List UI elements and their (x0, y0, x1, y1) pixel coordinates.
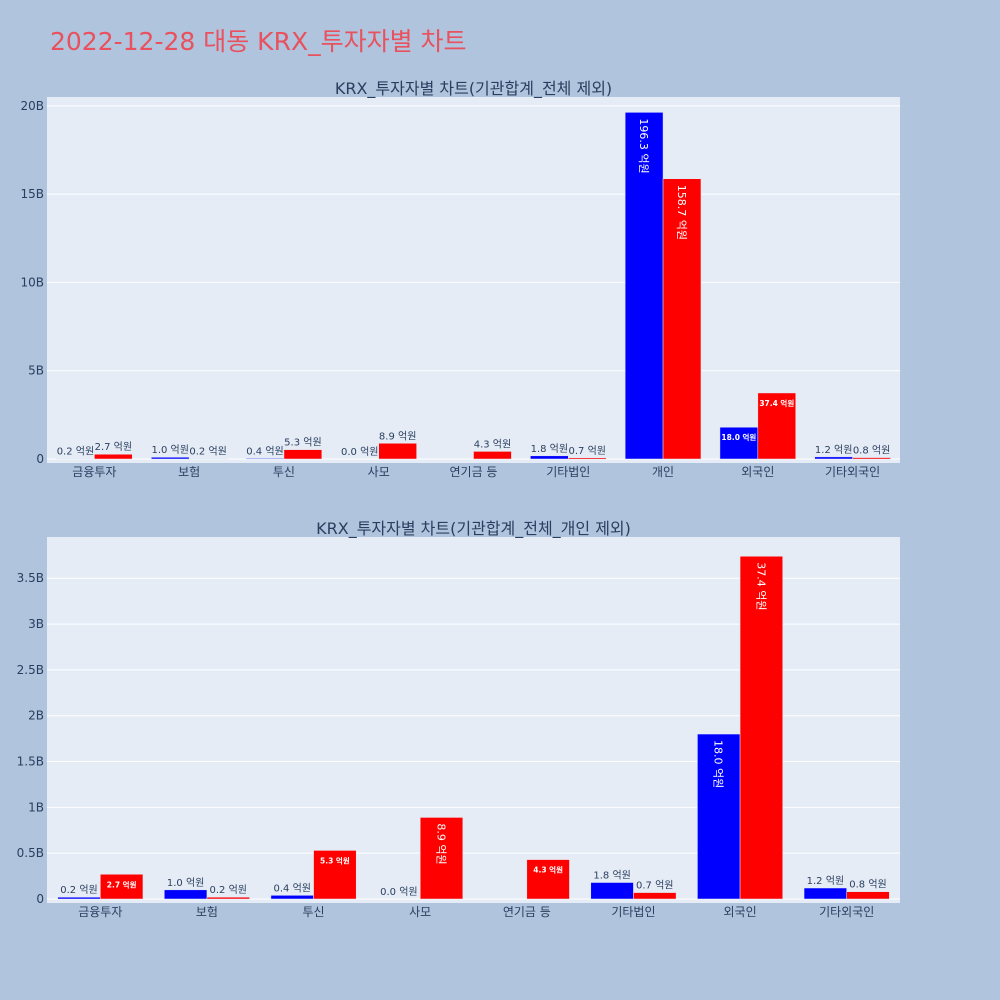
x-tick-label: 사모 (409, 905, 431, 919)
bar-value-label: 0.0 억원 (380, 886, 417, 898)
bar-value-label: 0.2 억원 (189, 446, 226, 458)
bar-sell (378, 443, 417, 460)
y-tick-label: 2B (28, 709, 44, 723)
chart-title: KRX_투자자별 차트(기관합계_전체_개인 제외) (316, 519, 631, 539)
bar-sell (206, 896, 250, 900)
x-tick-label: 연기금 등 (450, 465, 498, 479)
chart-title: KRX_투자자별 차트(기관합계_전체 제외) (335, 79, 612, 99)
x-tick-label: 투신 (273, 465, 295, 479)
page-title: 2022-12-28 대동 KRX_투자자별 차트 (50, 27, 467, 56)
bar-sell (852, 457, 891, 460)
x-tick-label: 보험 (178, 465, 200, 479)
x-tick-label: 외국인 (724, 905, 757, 919)
bar-sell (568, 457, 607, 460)
bar-buy (270, 895, 314, 900)
bar-buy (57, 896, 101, 900)
bar-value-label: 0.8 억원 (849, 879, 886, 891)
bar-value-label: 8.9 억원 (435, 823, 448, 864)
bar-value-label: 0.7 억원 (636, 880, 673, 892)
bar-value-label: 5.3 억원 (284, 437, 321, 449)
bar-value-label: 0.0 억원 (341, 446, 378, 458)
chart-bottom: 0 0.5B 1B 1.5B 2B 2.5B 3B 3.5B KRX_투자자별 차트(기관합계_… (17, 519, 900, 919)
y-tick-label: 1.5B (17, 755, 44, 769)
y-tick-label: 20B (20, 99, 44, 113)
bar-buy (697, 733, 741, 900)
bar-value-label: 4.3 억원 (533, 865, 563, 875)
bar-value-label: 1.0 억원 (167, 877, 204, 889)
x-tick-label: 금융투자 (78, 905, 122, 919)
bar-sell (419, 817, 464, 900)
x-tick-label: 외국인 (741, 465, 774, 479)
bar-value-label: 1.2 억원 (815, 444, 852, 456)
y-tick-label: 10B (20, 275, 44, 289)
bar-buy (245, 458, 285, 460)
bar-sell (846, 891, 890, 900)
bar-buy (803, 887, 847, 900)
bar-value-label: 0.7 억원 (568, 445, 605, 457)
bar-value-label: 37.4 억원 (754, 562, 767, 610)
bar-value-label: 158.7 억원 (675, 185, 688, 240)
bar-value-label: 4.3 억원 (474, 438, 511, 450)
bar-buy (151, 456, 190, 460)
x-tick-label: 사모 (368, 465, 390, 479)
x-tick-label: 기타외국인 (819, 905, 874, 919)
bar-sell (739, 555, 783, 900)
x-tick-label: 기타외국인 (825, 465, 880, 479)
bar-value-label: 1.8 억원 (593, 870, 630, 882)
bar-value-label: 2.7 억원 (107, 879, 137, 889)
y-tick-label: 5B (28, 364, 44, 378)
y-tick-label: 0.5B (17, 846, 44, 860)
bar-value-label: 196.3 억원 (637, 118, 650, 173)
bar-buy (624, 112, 664, 460)
bar-buy (814, 456, 853, 460)
bar-value-label: 37.4 억원 (759, 398, 794, 408)
bar-buy (719, 426, 759, 460)
bar-sell (633, 892, 677, 900)
bar-sell (526, 859, 570, 900)
bar-value-label: 0.4 억원 (246, 445, 283, 457)
bar-value-label: 0.2 억원 (60, 884, 97, 896)
y-tick-label: 0 (36, 892, 44, 906)
bar-value-label: 2.7 억원 (95, 441, 132, 453)
x-tick-label: 투신 (303, 905, 325, 919)
y-tick-label: 15B (20, 187, 44, 201)
bar-buy (164, 889, 208, 900)
bar-buy (590, 882, 634, 900)
bar-value-label: 1.2 억원 (807, 875, 844, 887)
bar-value-label: 0.8 억원 (853, 445, 890, 457)
bar-value-label: 18.0 억원 (721, 432, 756, 442)
bar-value-label: 18.0 억원 (712, 740, 725, 788)
y-tick-label: 0 (36, 452, 44, 466)
bar-value-label: 8.9 억원 (379, 430, 416, 442)
chart-top: 0 5B 10B 15B 20B KRX_투자자별 차트(기관합계_전체 제외) 금융투자 0… (20, 79, 900, 479)
x-tick-label: 보험 (196, 905, 218, 919)
bar-sell (662, 178, 702, 460)
bar-sell (313, 850, 357, 900)
bar-value-label: 1.8 억원 (531, 443, 568, 455)
bar-buy (530, 455, 569, 460)
y-tick-label: 2.5B (17, 663, 44, 677)
bar-value-label: 0.2 억원 (57, 446, 94, 458)
x-tick-label: 연기금 등 (503, 905, 551, 919)
bar-sell (283, 449, 323, 460)
bar-sell (757, 392, 796, 460)
bar-value-label: 5.3 억원 (320, 855, 350, 865)
bar-sell (473, 451, 512, 460)
bar-sell (94, 453, 133, 460)
y-tick-label: 3.5B (17, 571, 44, 585)
x-tick-label: 기타법인 (611, 905, 655, 919)
y-tick-label: 1B (28, 800, 44, 814)
x-tick-label: 기타법인 (546, 465, 590, 479)
x-tick-label: 금융투자 (72, 465, 116, 479)
x-tick-label: 개인 (652, 465, 674, 479)
y-tick-label: 3B (28, 617, 44, 631)
bar-value-label: 0.2 억원 (210, 884, 247, 896)
bar-value-label: 1.0 억원 (151, 444, 188, 456)
bar-sell (100, 874, 144, 900)
bar-value-label: 0.4 억원 (273, 882, 310, 894)
